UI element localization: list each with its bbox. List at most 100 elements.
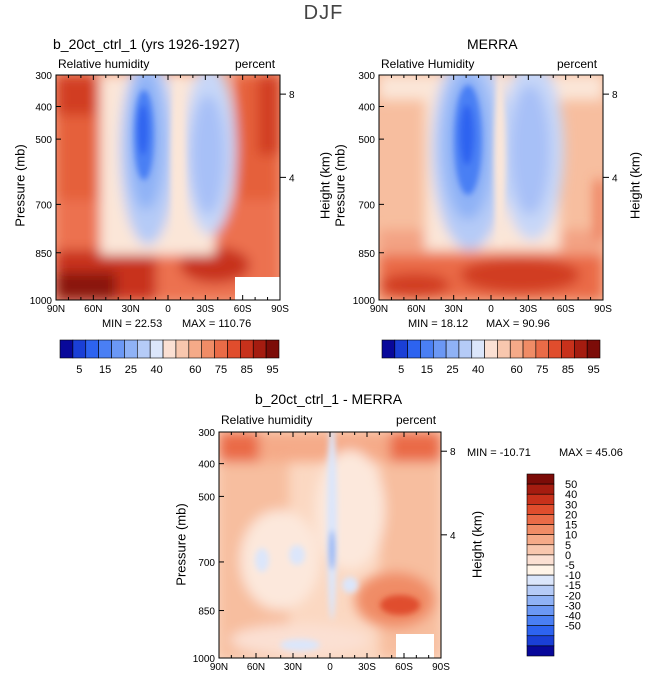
colorbar-label: 15 [421, 364, 433, 376]
y-tick-label: 700 [35, 200, 52, 211]
x-tick-label: 0 [165, 304, 171, 315]
axis-ticks: 90N 60N 30N 0 30S 60S 90S300400500700850100084… [30, 71, 618, 673]
colorbar-swatch [522, 339, 537, 359]
colorbar-swatch [72, 339, 87, 359]
colorbar-swatch [497, 339, 511, 359]
colorbar-swatch [526, 514, 555, 525]
colorbar-swatch [381, 339, 396, 359]
x-tick-label: 90S [594, 304, 612, 315]
y-tick-label: 850 [198, 607, 215, 618]
y-tick-label: 300 [198, 428, 215, 439]
colorbar-swatch [136, 339, 151, 359]
colorbar-swatch [162, 339, 177, 359]
colorbar-swatch [526, 635, 555, 647]
x-tick-label: 60S [557, 304, 575, 315]
panel-merra-field [379, 75, 603, 300]
panel-diff-ylabel: Pressure (mb) [173, 503, 189, 586]
panel-model-max: MAX = 110.76 [182, 318, 252, 330]
colorbar-swatch [526, 595, 555, 606]
y2-tick-label: 8 [450, 447, 456, 458]
colorbar-label: 40 [472, 364, 484, 376]
y-tick-label: 500 [358, 135, 375, 146]
x-tick-label: 90N [370, 304, 388, 315]
colorbar-swatch [394, 339, 408, 359]
colorbar-swatch [509, 339, 524, 359]
y-tick-label: 500 [198, 492, 215, 503]
colorbar-swatch [149, 339, 164, 359]
x-tick-label: 90N [47, 304, 65, 315]
x-tick-label: 60N [84, 304, 102, 315]
panel-merra-min: MIN = 18.12 [408, 318, 469, 330]
y-tick-label: 700 [198, 558, 215, 569]
colorbar-merra: 5 15 25 40 60 75 85 95 [381, 339, 601, 376]
panel-model-title: b_20ct_ctrl_1 (yrs 1926-1927) [53, 36, 240, 52]
panel-model-min: MIN = 22.53 [102, 318, 163, 330]
colorbar-label: 10 [565, 530, 577, 542]
colorbar-label: -15 [565, 580, 581, 592]
panel-diff-title: b_20ct_ctrl_1 - MERRA [255, 391, 403, 407]
x-tick-label: 30N [121, 304, 139, 315]
colorbar-swatch [471, 339, 485, 359]
colorbar-swatch [526, 524, 555, 535]
x-tick-label: 30S [196, 304, 214, 315]
colorbar-label: 85 [562, 364, 574, 376]
panel-merra-max: MAX = 90.96 [486, 318, 550, 330]
colorbar-label: 60 [189, 364, 201, 376]
colorbar-swatch [526, 483, 555, 495]
x-tick-label: 0 [488, 304, 494, 315]
y-tick-label: 1000 [30, 296, 53, 307]
colorbar-swatch [526, 534, 555, 546]
colorbar-swatch [526, 645, 555, 657]
y-tick-label: 850 [358, 249, 375, 260]
colorbar-swatch [188, 339, 203, 359]
colorbar-swatch [407, 339, 421, 359]
colorbar-label: 5 [565, 540, 571, 552]
panel-model-field [56, 75, 280, 300]
y-tick-label: 400 [35, 103, 52, 114]
x-tick-label: 60S [234, 304, 252, 315]
colorbar-swatch [526, 544, 555, 556]
panel-merra-units: percent [557, 57, 598, 71]
y-tick-label: 700 [358, 200, 375, 211]
x-tick-label: 90N [210, 662, 228, 673]
colorbar-swatch [526, 504, 555, 515]
y-tick-label: 300 [35, 71, 52, 82]
x-tick-label: 30N [284, 662, 302, 673]
colorbar-swatch [124, 339, 138, 359]
colorbar-swatch [526, 605, 555, 616]
y-tick-label: 300 [358, 71, 375, 82]
panel-merra-y2label: Height (km) [627, 151, 643, 220]
y2-tick-label: 4 [289, 173, 295, 184]
colorbar-swatch [526, 554, 555, 566]
colorbar-swatch [526, 615, 555, 626]
y2-tick-label: 4 [450, 531, 456, 542]
colorbar-label: 95 [266, 364, 278, 376]
colorbar-swatch [201, 339, 215, 359]
colorbar-model: 5 15 25 40 60 75 85 95 [59, 339, 280, 376]
panel-diff-y2label: Height (km) [469, 510, 485, 579]
colorbar-label: 75 [536, 364, 548, 376]
colorbar-label: 15 [565, 520, 577, 532]
colorbar-swatch [445, 339, 460, 359]
panel-model-ylabel: Pressure (mb) [12, 144, 28, 227]
panel-model-y2label: Height (km) [317, 151, 333, 220]
x-tick-label: 60N [247, 662, 265, 673]
colorbar-swatch [59, 339, 74, 359]
colorbar-swatch [526, 584, 555, 596]
y-tick-label: 1000 [353, 296, 376, 307]
colorbar-label: 5 [398, 364, 404, 376]
colorbar-label: 60 [511, 364, 523, 376]
colorbar-label: 85 [241, 364, 253, 376]
y-tick-label: 400 [358, 103, 375, 114]
colorbar-swatch [214, 339, 228, 359]
colorbar-swatch [227, 339, 241, 359]
colorbar-swatch [484, 339, 498, 359]
colorbar-swatch [252, 339, 267, 359]
colorbar-label: -5 [565, 560, 575, 572]
x-tick-label: 30S [519, 304, 537, 315]
panel-model-variable: Relative humidity [58, 57, 150, 71]
x-tick-label: 60S [395, 662, 413, 673]
colorbar-label: -30 [565, 600, 581, 612]
colorbar-swatch [526, 473, 555, 485]
